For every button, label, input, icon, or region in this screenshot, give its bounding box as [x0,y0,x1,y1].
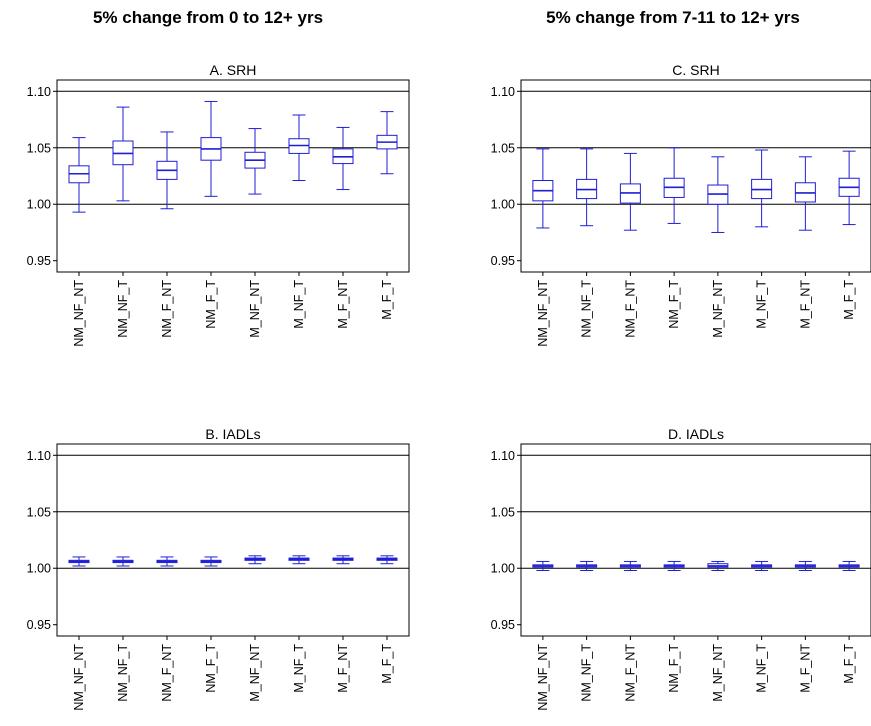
box-m-f-t [838,150,860,226]
x-tick-label: M_NF_NT [248,280,262,338]
y-tick-label: 0.95 [27,254,51,268]
y-tick-label: 1.10 [491,449,515,463]
box-m-nf-nt [707,560,729,571]
x-tick-label: M_NF_NT [711,644,725,702]
panel-a-srh: A. SRH 0.95 1.00 1.05 1.10 NM_NF_NT NM_NF_T NM_… [27,62,410,347]
x-tick-label: M_NF_T [292,280,306,329]
y-tick-label: 1.05 [491,505,515,519]
x-tick-label: M_F_NT [798,280,812,329]
box-m-f-nt [794,560,816,571]
box-m-nf-t [751,560,773,571]
box-m-f-nt [794,156,816,231]
x-tick-label: M_F_T [380,644,394,684]
box-m-nf-nt [244,555,266,565]
box-nm-f-t [200,100,222,197]
box-m-f-nt [332,555,354,565]
x-tick-label: NM_NF_T [116,644,130,702]
x-tick-label: M_F_NT [798,644,812,693]
x-tick-label: NM_NF_T [580,644,594,702]
box-nm-f-t [663,147,685,224]
x-tick-label: NM_F_T [667,644,681,693]
box-m-f-nt [332,126,354,191]
box-nm-nf-nt [532,560,554,571]
x-tick-label: NM_F_NT [160,280,174,338]
y-tick-label: 1.05 [27,141,51,155]
y-tick-label: 0.95 [491,618,515,632]
plot-frame [520,443,871,637]
x-tick-label: M_NF_NT [248,644,262,702]
box-m-f-t [376,555,398,565]
y-tick-label: 1.10 [27,85,51,99]
y-tick-label: 1.00 [491,562,515,576]
x-tick-label: M_NF_NT [711,280,725,338]
panel-title-b-iadls: B. IADLs [205,426,260,442]
x-tick-label: M_NF_T [292,644,306,693]
box-nm-f-t [200,556,222,567]
column-title-right: 5% change from 7-11 to 12+ yrs [546,8,800,27]
y-tick-label: 1.05 [491,141,515,155]
x-tick-label: NM_NF_T [116,280,130,338]
x-tick-label: NM_NF_NT [72,280,86,347]
column-title-left: 5% change from 0 to 12+ yrs [93,8,323,27]
panel-title-a-srh: A. SRH [210,62,257,78]
box-nm-nf-t [576,560,598,571]
box-nm-f-nt [619,152,641,231]
panel-b-iadls: B. IADLs 0.95 1.00 1.05 1.10 NM_NF_NT NM_NF_T N… [27,426,410,711]
x-tick-label: NM_F_NT [160,644,174,702]
plot-frame [56,79,410,273]
panel-c-srh: C. SRH 0.95 1.00 1.05 1.10 NM_NF_NT NM_NF_T NM_… [491,62,871,347]
box-nm-nf-t [576,148,598,227]
x-tick-label: M_NF_T [755,644,769,693]
box-nm-nf-t [112,556,134,567]
panel-title-d-iadls: D. IADLs [668,426,724,442]
y-tick-label: 1.10 [27,449,51,463]
box-m-nf-t [288,114,310,182]
x-tick-label: M_F_T [842,644,856,684]
x-tick-label: M_F_NT [336,280,350,329]
x-tick-label: NM_NF_NT [536,644,550,711]
y-tick-label: 1.05 [27,505,51,519]
x-tick-label: NM_F_T [204,280,218,329]
x-tick-label: NM_NF_NT [536,280,550,347]
box-nm-nf-t [112,106,134,202]
y-tick-label: 1.00 [491,198,515,212]
box-nm-f-nt [156,556,178,567]
box-nm-nf-nt [68,137,90,213]
y-tick-label: 1.10 [491,85,515,99]
x-tick-label: M_NF_T [755,280,769,329]
x-tick-label: M_F_NT [336,644,350,693]
x-tick-label: NM_F_T [667,280,681,329]
x-tick-label: NM_F_NT [623,644,637,702]
x-tick-label: NM_NF_T [580,280,594,338]
box-nm-f-t [663,560,685,571]
y-tick-label: 1.00 [27,562,51,576]
plot-frame [520,79,871,273]
y-tick-label: 0.95 [491,254,515,268]
box-nm-nf-nt [532,148,554,229]
box-nm-nf-nt [68,556,90,567]
y-tick-label: 0.95 [27,618,51,632]
box-m-nf-t [751,149,773,228]
x-tick-label: NM_F_NT [623,280,637,338]
box-m-nf-t [288,555,310,565]
panel-title-c-srh: C. SRH [672,62,719,78]
box-nm-f-nt [156,131,178,210]
box-m-nf-nt [707,156,729,233]
box-m-f-t [376,111,398,175]
box-nm-f-nt [619,560,641,571]
x-tick-label: M_F_T [842,280,856,320]
box-m-f-t [838,560,860,571]
plot-frame [56,443,410,637]
x-tick-label: NM_F_T [204,644,218,693]
panel-d-iadls: D. IADLs 0.95 1.00 1.05 1.10 NM_NF_NT NM_NF_T N… [491,426,871,711]
x-tick-label: NM_NF_NT [72,644,86,711]
y-tick-label: 1.00 [27,198,51,212]
box-m-nf-nt [244,128,266,195]
x-tick-label: M_F_T [380,280,394,320]
